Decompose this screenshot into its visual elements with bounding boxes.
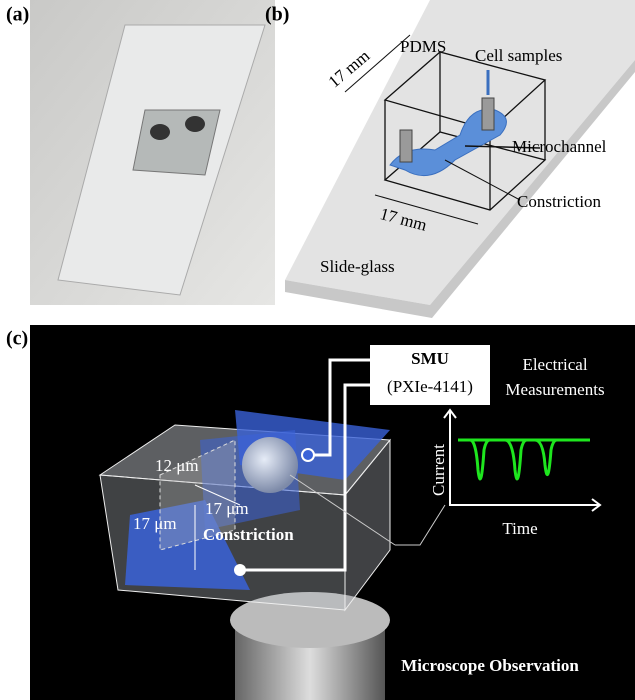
smu-model: (PXIe-4141) xyxy=(387,377,473,396)
annotation: Constriction xyxy=(517,192,602,211)
annotation: Microchannel xyxy=(512,137,607,156)
panel-label: (c) xyxy=(6,328,28,350)
annotation: Microscope Observation xyxy=(401,656,579,675)
pdms-block xyxy=(133,110,220,175)
dimension-label: 17 μm xyxy=(205,499,249,518)
outlet-tube xyxy=(482,98,494,130)
x-axis-label: Time xyxy=(502,519,537,538)
electrode xyxy=(234,564,246,576)
port xyxy=(150,124,170,140)
annotation: Measurements xyxy=(505,380,604,399)
annotation: Cell samples xyxy=(475,46,562,65)
annotation: Constriction xyxy=(203,525,294,544)
y-axis-label: Current xyxy=(429,444,448,496)
annotation: Slide-glass xyxy=(320,257,395,276)
dimension-label: 17 mm xyxy=(325,46,374,91)
inlet-tube xyxy=(400,130,412,162)
annotation: Electrical xyxy=(522,355,587,374)
cell xyxy=(242,437,298,493)
electrode xyxy=(302,449,314,461)
panel-b: (b) PDMS Cell samples 17 mm 17 mm Microc… xyxy=(265,0,635,318)
figure: (a) (b) PDMS Cell samples 17 mm 17 mm Mi… xyxy=(0,0,635,700)
panel-label: (b) xyxy=(265,4,289,26)
panel-a: (a) xyxy=(6,0,275,305)
dimension-label: 17 μm xyxy=(133,514,177,533)
dimension-label: 12 μm xyxy=(155,456,199,475)
annotation: PDMS xyxy=(400,37,446,56)
port xyxy=(185,116,205,132)
smu-label: SMU xyxy=(411,349,449,368)
panel-label: (a) xyxy=(6,4,29,26)
panel-c: (c) SMU (PXIe-4141) Electrical Measureme… xyxy=(6,325,635,700)
